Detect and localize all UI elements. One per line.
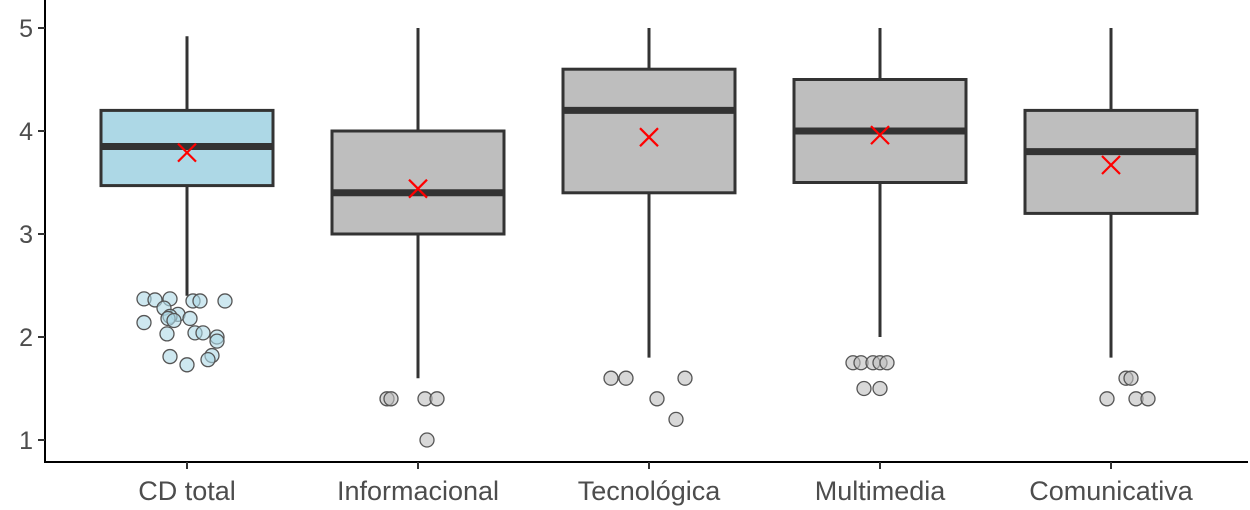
outlier-tecnologica-2 (677, 370, 693, 386)
outlier-cd-total-20 (200, 352, 216, 368)
mean-markers (177, 125, 1121, 199)
y-tick-label-2: 2 (19, 324, 33, 352)
mean-marker-multimedia (870, 125, 890, 145)
outlier-multimedia-6 (872, 380, 888, 397)
outlier-points (136, 291, 1156, 448)
y-tick-label-5: 5 (19, 15, 33, 43)
y-tick-label-3: 3 (19, 221, 33, 249)
outlier-cd-total-4 (192, 293, 208, 309)
mean-stroke-b-informacional (408, 178, 428, 199)
box-comunicativa (1023, 28, 1199, 358)
outlier-cd-total-12 (182, 310, 198, 327)
x-tick-label-cd-total: CD total (138, 476, 236, 506)
outlier-cd-total-15 (159, 326, 175, 342)
mean-stroke-b-cd-total (177, 142, 197, 163)
iqr-box-informacional (330, 129, 506, 236)
y-tick-label-4: 4 (19, 118, 33, 146)
outlier-informacional-4 (419, 432, 435, 448)
mean-marker-comunicativa (1101, 155, 1121, 175)
outlier-comunicativa-1 (1123, 370, 1139, 386)
box-tecnologica (561, 28, 737, 358)
mean-stroke-b-multimedia (870, 125, 890, 145)
iqr-box-comunicativa (1023, 108, 1199, 215)
outlier-comunicativa-2 (1099, 391, 1115, 407)
outlier-tecnologica-3 (649, 391, 665, 407)
y-tick-label-1: 1 (19, 427, 33, 455)
mean-stroke-b-tecnologica (639, 127, 659, 147)
mean-marker-tecnologica (639, 127, 659, 147)
outlier-multimedia-5 (856, 380, 872, 397)
box-informacional (330, 28, 506, 379)
x-axis: CD total Informacional Tecnológica Multimed… (44, 461, 1248, 506)
outlier-tecnologica-0 (603, 370, 619, 386)
outlier-cd-total-10 (166, 312, 182, 329)
outlier-informacional-1 (383, 391, 399, 407)
outlier-cd-total-18 (162, 348, 178, 365)
outlier-cd-total-21 (179, 357, 195, 373)
box-multimedia (792, 28, 968, 337)
mean-stroke-b-comunicativa (1101, 155, 1121, 175)
outlier-tecnologica-1 (618, 370, 634, 386)
outlier-cd-total-5 (217, 293, 233, 309)
outlier-cd-total-14 (195, 325, 211, 341)
mean-marker-cd-total (177, 142, 197, 163)
outlier-cd-total-17 (209, 333, 225, 349)
outlier-comunicativa-4 (1140, 391, 1156, 407)
x-tick-label-comunicativa: Comunicativa (1029, 476, 1194, 506)
boxes (99, 28, 1199, 379)
x-tick-label-tecnologica: Tecnológica (578, 476, 722, 506)
mean-marker-informacional (408, 178, 428, 199)
box-cd-total (99, 36, 275, 296)
y-axis: 1 2 3 4 5 (19, 0, 46, 462)
iqr-box-tecnologica (561, 67, 737, 195)
outlier-tecnologica-4 (668, 411, 684, 428)
outlier-cd-total-11 (136, 314, 152, 331)
outlier-informacional-3 (429, 391, 445, 407)
outlier-multimedia-4 (879, 355, 895, 371)
x-tick-label-multimedia: Multimedia (815, 476, 947, 506)
x-tick-label-informacional: Informacional (337, 476, 499, 506)
